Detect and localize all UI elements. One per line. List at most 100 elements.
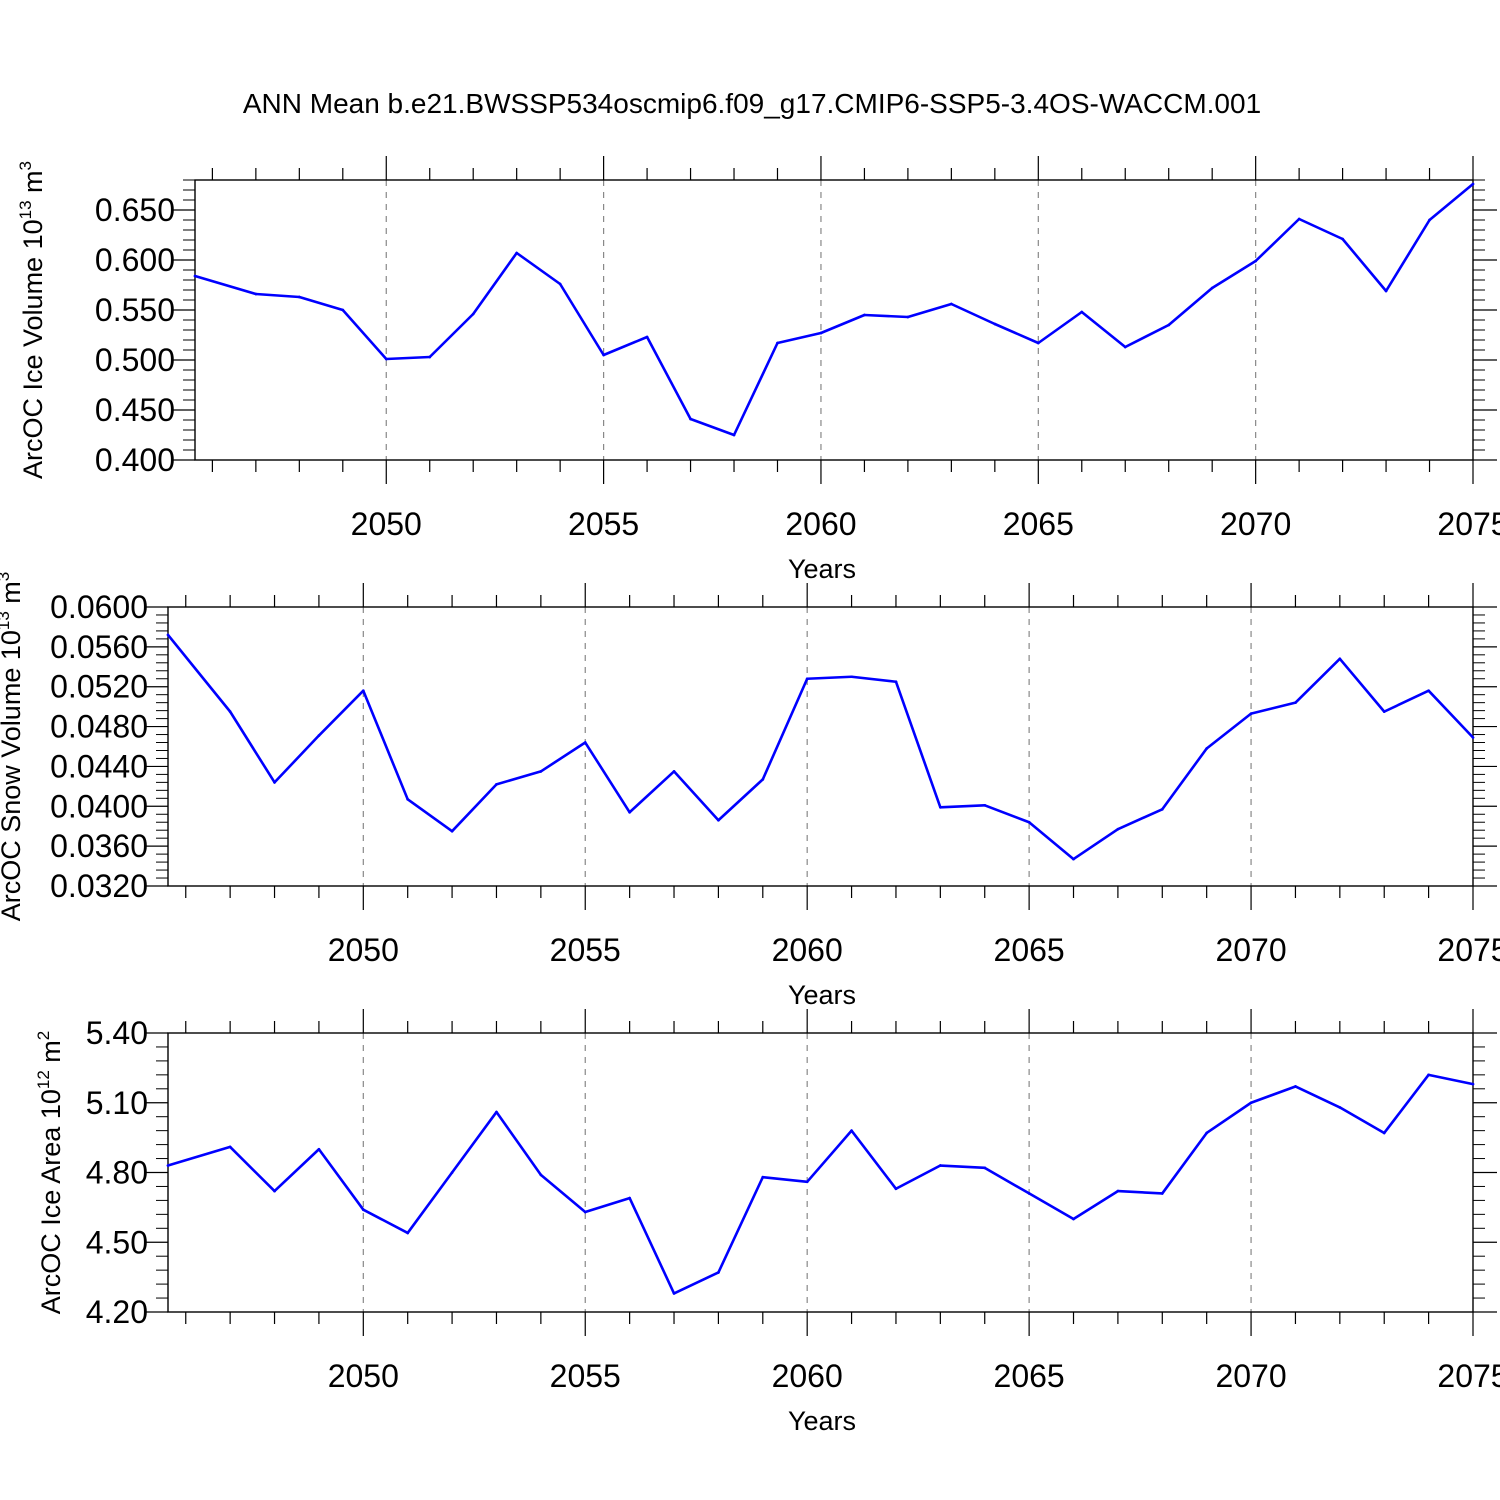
x-tick-label: 2060: [772, 1358, 843, 1394]
series-segment: [1294, 1085, 1342, 1109]
data-point: [1210, 286, 1214, 290]
data-point: [761, 1175, 765, 1179]
y-tick-label: 5.10: [86, 1085, 148, 1121]
data-point: [1160, 807, 1164, 811]
data-point: [428, 355, 432, 359]
series-segment: [939, 803, 987, 809]
series-segment: [1205, 1101, 1253, 1135]
data-point: [228, 710, 232, 713]
series-segment: [717, 778, 765, 822]
data-point: [689, 417, 692, 421]
data-point: [672, 770, 676, 773]
data-point: [166, 633, 170, 637]
series-segment: [539, 1173, 587, 1214]
series-segment: [450, 1110, 498, 1174]
x-tick-label: 2050: [328, 932, 399, 968]
data-point: [1428, 218, 1431, 222]
x-tick-label: 2065: [1003, 506, 1074, 542]
series-segment: [1160, 1131, 1208, 1195]
series-segment: [406, 798, 454, 833]
series-segment: [583, 741, 631, 814]
series-segment: [805, 1129, 853, 1184]
data-point: [1116, 827, 1120, 831]
series-segment: [362, 1208, 409, 1235]
data-point: [1167, 323, 1171, 327]
x-tick-label: 2075: [1437, 1358, 1500, 1394]
series-segment: [1338, 657, 1386, 713]
series-segment: [362, 689, 409, 801]
data-point: [672, 1292, 676, 1295]
series-segment: [1249, 1085, 1297, 1105]
series-segment: [1080, 310, 1127, 349]
data-point: [515, 251, 518, 255]
x-tick-label: 2050: [328, 1358, 399, 1394]
y-tick-label: 0.0360: [50, 828, 148, 864]
series-segment: [983, 803, 1031, 824]
data-point: [732, 433, 736, 437]
series-segment: [628, 770, 676, 814]
data-point: [863, 313, 866, 317]
series-segment: [254, 292, 301, 299]
data-point: [805, 677, 809, 681]
y-axis-label: ArcOC Snow Volume 1013 m3: [0, 572, 26, 922]
x-tick-label: 2055: [550, 932, 621, 968]
data-point: [1249, 1101, 1253, 1105]
data-point: [1254, 259, 1257, 263]
data-point: [776, 341, 779, 345]
plot-frame: [167, 606, 1474, 887]
data-point: [983, 1166, 987, 1170]
data-point: [894, 1187, 898, 1191]
data-point: [950, 302, 953, 306]
series-segment: [558, 282, 605, 357]
x-tick-label: 2070: [1220, 506, 1291, 542]
x-tick-label: 2050: [351, 506, 422, 542]
series-segment: [1338, 1106, 1386, 1135]
series-segment: [1341, 237, 1388, 293]
series-segment: [228, 1145, 276, 1193]
data-point: [166, 1164, 170, 1167]
series-segment: [1382, 1073, 1430, 1135]
series-segment: [384, 355, 432, 361]
y-tick-label: 5.40: [86, 1015, 148, 1051]
data-point: [298, 295, 301, 299]
y-tick-label: 4.50: [86, 1224, 148, 1260]
x-tick-label: 2070: [1215, 932, 1286, 968]
y-axis-label: ArcOC Ice Volume 1013 m3: [16, 161, 48, 479]
series-segment: [993, 322, 1040, 345]
y-tick-label: 0.650: [95, 192, 175, 228]
data-point: [761, 778, 765, 781]
data-point: [1294, 1085, 1297, 1088]
data-point: [1427, 689, 1430, 692]
data-point: [317, 1147, 321, 1151]
data-point: [939, 805, 942, 809]
data-point: [1384, 289, 1388, 293]
y-tick-label: 0.0400: [50, 788, 148, 824]
x-tick-label: 2055: [568, 506, 639, 542]
series-segment: [1205, 712, 1253, 750]
data-point: [406, 1231, 409, 1235]
y-tick-label: 0.0320: [50, 868, 148, 904]
data-point: [1471, 182, 1475, 186]
y-tick-label: 0.0520: [50, 669, 148, 705]
y-tick-label: 0.500: [95, 342, 175, 378]
data-point: [317, 734, 321, 737]
data-point: [602, 353, 605, 357]
x-axis-label: Years: [788, 1406, 856, 1436]
data-point: [1080, 310, 1084, 314]
data-point: [939, 1164, 942, 1167]
series-segment: [495, 1110, 543, 1177]
y-tick-label: 4.80: [86, 1155, 148, 1191]
data-point: [1382, 710, 1386, 713]
series-segment: [471, 251, 518, 316]
data-point: [273, 781, 276, 784]
series-segment: [983, 1166, 1031, 1195]
data-point: [1382, 1131, 1386, 1135]
data-point: [645, 335, 649, 339]
data-point: [1471, 1082, 1475, 1086]
y-tick-label: 0.0600: [50, 589, 148, 625]
data-point: [1123, 345, 1127, 349]
series-segment: [1037, 310, 1084, 345]
data-point: [1205, 1131, 1208, 1135]
y-tick-label: 0.400: [95, 442, 175, 478]
